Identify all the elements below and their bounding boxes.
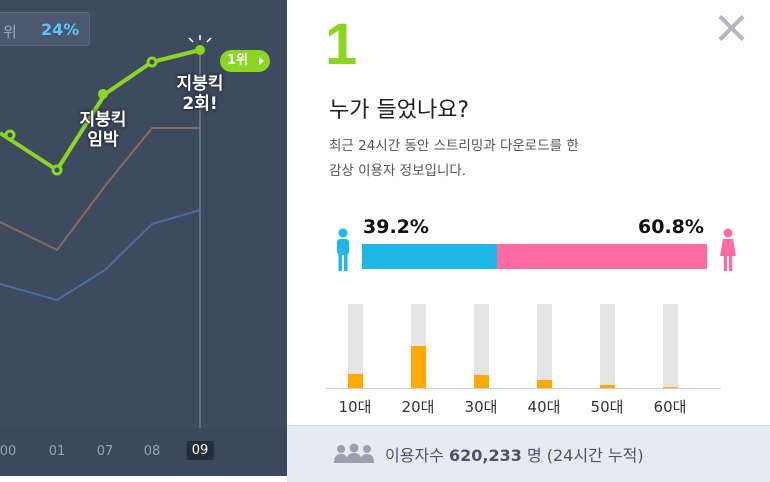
age-distribution-chart	[325, 300, 721, 392]
data-point	[98, 89, 108, 99]
data-point	[51, 164, 63, 176]
x-tick-label: 07	[96, 444, 114, 459]
age-bar-fill	[474, 374, 489, 388]
close-button[interactable]	[715, 12, 747, 44]
x-tick-label: 00	[0, 444, 17, 459]
rank-first-badge: 1위	[220, 50, 270, 72]
panel-description: 최근 24시간 동안 스트리밍과 다운로드를 한 감상 이용자 정보입니다.	[329, 134, 659, 184]
annotation-line: 지붕킥	[79, 110, 127, 130]
users-icon	[334, 443, 374, 463]
age-bar-fill	[537, 379, 552, 388]
age-bar	[411, 304, 426, 388]
x-tick-label: 01	[48, 444, 66, 459]
age-label: 30대	[464, 398, 498, 416]
gender-ratio-bar	[362, 244, 707, 269]
rank-pill-label: 위	[3, 23, 17, 41]
listener-info-panel: 1 누가 들었나요? 최근 24시간 동안 스트리밍과 다운로드를 한 감상 이…	[287, 0, 770, 482]
x-tick-label: 08	[143, 444, 161, 459]
data-point	[4, 129, 16, 141]
x-axis: 00 01 07 08 09	[0, 428, 287, 476]
age-bar-fill	[411, 346, 426, 388]
age-bar	[474, 304, 489, 388]
rank-pill-value: 24%	[41, 20, 80, 39]
age-label: 20대	[401, 398, 435, 416]
age-label: 50대	[590, 398, 624, 416]
sparkle-icon	[188, 35, 212, 43]
female-icon	[720, 228, 736, 271]
usage-count: 620,233	[448, 446, 522, 465]
x-tick-label-active[interactable]: 09	[186, 441, 214, 460]
gender-bar-male-fill	[362, 244, 498, 269]
description-line: 최근 24시간 동안 스트리밍과 다운로드를 한	[329, 138, 579, 154]
male-percent: 39.2%	[363, 216, 429, 238]
rank-first-label: 1위	[227, 53, 249, 68]
age-bar	[600, 304, 615, 388]
age-label: 60대	[653, 398, 687, 416]
age-chart-baseline	[325, 388, 721, 389]
caret-right-icon	[259, 57, 264, 65]
male-icon	[337, 228, 349, 271]
rank-number: 1	[325, 12, 358, 77]
age-bar	[348, 304, 363, 388]
age-bar	[663, 304, 678, 388]
series-line-blue	[0, 209, 201, 302]
annotation-line: 임박	[87, 130, 119, 150]
female-percent: 60.8%	[638, 216, 704, 238]
rank-chart-panel: 위 24% 지붕킥 임박	[0, 0, 287, 476]
age-bar-fill	[348, 373, 363, 388]
data-point-current	[195, 45, 205, 55]
data-point	[146, 56, 158, 68]
annotation-line: 2회!	[182, 94, 218, 114]
panel-title: 누가 들었나요?	[329, 98, 470, 123]
age-label: 40대	[527, 398, 561, 416]
annotation-peak: 지붕킥 2회!	[162, 74, 238, 114]
age-bar-fill	[663, 387, 678, 388]
age-label: 10대	[338, 398, 372, 416]
description-line: 감상 이용자 정보입니다.	[329, 163, 467, 179]
series-line-brown	[0, 127, 200, 252]
annotation-line: 지붕킥	[176, 74, 224, 94]
usage-summary: 이용자수 620,233 명 (24시간 누적)	[385, 442, 644, 466]
age-bar-fill	[600, 384, 615, 388]
rank-share-pill: 위 24%	[0, 12, 90, 46]
rank-line-chart	[0, 35, 212, 428]
usage-footer: 이용자수 620,233 명 (24시간 누적)	[287, 425, 770, 482]
usage-unit: 명 (24시간 누적)	[526, 446, 644, 465]
annotation-near-peak: 지붕킥 임박	[68, 110, 138, 150]
usage-label: 이용자수	[385, 446, 444, 465]
age-bar	[537, 304, 552, 388]
